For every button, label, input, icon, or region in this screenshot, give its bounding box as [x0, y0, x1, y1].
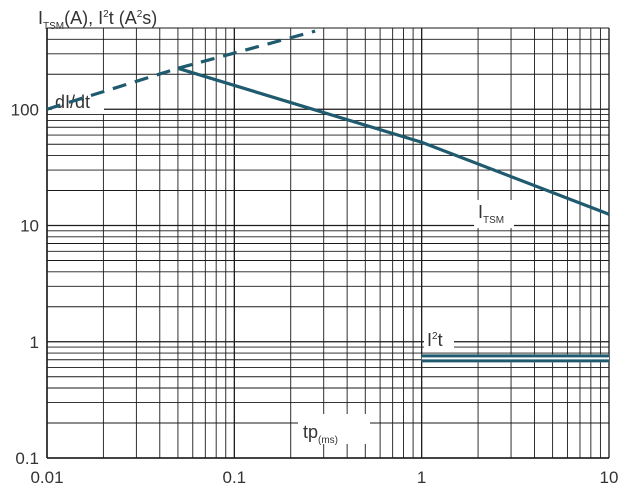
chart-series [46, 29, 610, 363]
y-tick-label: 10 [20, 217, 39, 236]
x-axis-title: tp(ms) [303, 422, 338, 446]
series-label-i2t: I2t [427, 330, 443, 350]
series-label-itsm: ITSM [478, 202, 504, 226]
y-tick-label: 0.1 [15, 449, 39, 468]
series-line-itsm [177, 66, 610, 216]
y-tick-label: 100 [11, 100, 39, 119]
itsm-label-background [474, 200, 514, 228]
chart-grid [46, 27, 610, 459]
series-background [421, 354, 609, 363]
i2t-label-background [424, 328, 454, 352]
y-tick-label: 1 [30, 333, 39, 352]
y-axis-title: ITSM(A), I2t (A2s) [38, 8, 157, 32]
x-tick-label: 0.1 [223, 468, 247, 487]
series-line-didt [46, 29, 316, 111]
x-tick-label: 1 [417, 468, 426, 487]
x-tick-label: 10 [600, 468, 619, 487]
x-axis-title-background [298, 414, 370, 444]
x-tick-label: 0.01 [30, 468, 63, 487]
